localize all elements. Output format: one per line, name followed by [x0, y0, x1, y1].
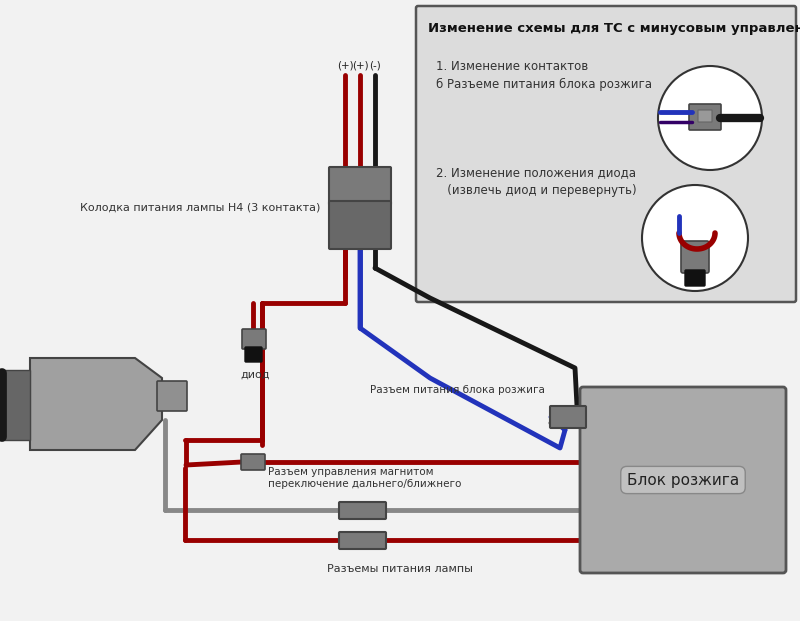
FancyBboxPatch shape [241, 454, 265, 470]
Text: Колодка питания лампы Н4 (3 контакта): Колодка питания лампы Н4 (3 контакта) [80, 203, 320, 213]
Text: 2. Изменение положения диода: 2. Изменение положения диода [436, 166, 636, 179]
Text: Разъем управления магнитом: Разъем управления магнитом [268, 467, 434, 477]
Text: Разъемы питания лампы: Разъемы питания лампы [327, 564, 473, 574]
FancyBboxPatch shape [416, 6, 796, 302]
Text: Разъем питания блока розжига: Разъем питания блока розжига [370, 385, 545, 395]
Polygon shape [30, 358, 162, 450]
Text: б Разъеме питания блока розжига: б Разъеме питания блока розжига [436, 78, 652, 91]
Text: Изменение схемы для ТС с минусовым управлением:: Изменение схемы для ТС с минусовым управ… [428, 22, 800, 35]
FancyBboxPatch shape [339, 502, 386, 519]
FancyBboxPatch shape [245, 347, 262, 362]
Circle shape [642, 185, 748, 291]
Text: (извлечь диод и перевернуть): (извлечь диод и перевернуть) [436, 184, 637, 197]
Text: переключение дальнего/ближнего: переключение дальнего/ближнего [268, 479, 462, 489]
FancyBboxPatch shape [681, 241, 709, 273]
Text: (+): (+) [337, 61, 354, 71]
FancyBboxPatch shape [339, 532, 386, 549]
Text: (-): (-) [369, 61, 381, 71]
FancyBboxPatch shape [698, 110, 712, 122]
Text: Блок розжига: Блок розжига [627, 473, 739, 487]
Text: (+): (+) [352, 61, 368, 71]
Text: диод: диод [240, 370, 270, 380]
FancyBboxPatch shape [550, 406, 586, 428]
FancyBboxPatch shape [242, 329, 266, 349]
FancyBboxPatch shape [689, 104, 721, 130]
Polygon shape [0, 370, 30, 440]
Circle shape [658, 66, 762, 170]
FancyBboxPatch shape [157, 381, 187, 411]
Text: 1. Изменение контактов: 1. Изменение контактов [436, 60, 588, 73]
FancyBboxPatch shape [329, 201, 391, 249]
FancyBboxPatch shape [580, 387, 786, 573]
FancyBboxPatch shape [685, 270, 705, 286]
FancyBboxPatch shape [329, 167, 391, 205]
